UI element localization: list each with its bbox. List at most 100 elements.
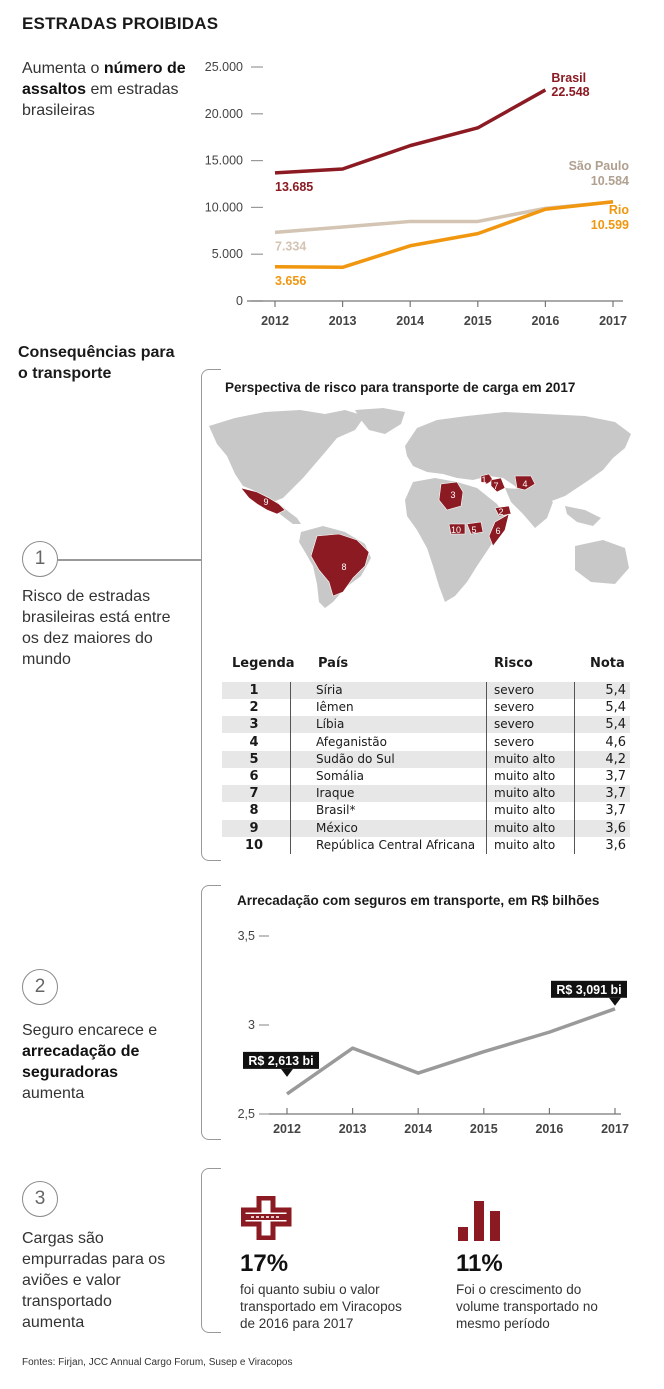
x-tick-label: 2016 xyxy=(531,314,559,328)
table-row: 9 México muito alto 3,6 xyxy=(222,819,630,837)
y-tick-label: 25.000 xyxy=(205,60,243,74)
callout-start: R$ 2,613 bi xyxy=(243,1051,319,1077)
col-header-country: País xyxy=(318,656,349,671)
point-number-1: 1 xyxy=(22,541,58,577)
risk-libya xyxy=(438,481,464,511)
series-name-label: Rio xyxy=(609,203,630,217)
table-row: 7 Iraque muito alto 3,7 xyxy=(222,785,630,803)
x-tick-label: 2016 xyxy=(535,1122,563,1136)
risk-level: muito alto xyxy=(494,786,556,801)
country-name: República Central Africana xyxy=(316,837,476,852)
table-row: 8 Brasil* muito alto 3,7 xyxy=(222,802,630,819)
series-start-label: 3.656 xyxy=(275,274,306,288)
risk-car xyxy=(448,523,466,535)
risk-level: muito alto xyxy=(494,803,556,818)
y-tick-label: 3,5 xyxy=(238,929,255,943)
series-line xyxy=(274,88,547,175)
col-header-risk: Risco xyxy=(494,656,533,671)
map-marker-10: 10 xyxy=(451,525,461,535)
callout-end: R$ 3,091 bi xyxy=(551,980,627,1006)
risk-score: 5,4 xyxy=(605,700,626,716)
country-name: Sudão do Sul xyxy=(316,751,395,766)
greenland xyxy=(355,408,405,434)
risk-level: muito alto xyxy=(494,769,556,783)
country-name: Iêmen xyxy=(316,700,354,715)
airplane-icon xyxy=(241,1196,292,1240)
series-name-label: São Paulo xyxy=(569,159,630,173)
map-marker-3: 3 xyxy=(450,490,455,500)
legend-number: 5 xyxy=(249,751,259,767)
risk-score: 5,4 xyxy=(605,717,626,733)
legend-number: 2 xyxy=(249,700,259,716)
risk-syria xyxy=(480,473,494,485)
risk-score: 3,6 xyxy=(605,837,626,853)
country-name: Síria xyxy=(316,683,343,697)
x-tick-label: 2013 xyxy=(329,314,357,328)
callout-end-label: R$ 3,091 bi xyxy=(556,983,621,997)
map-risk-numbers: 9 8 3 1 7 4 2 10 5 6 xyxy=(263,475,527,572)
country-name: Somália xyxy=(316,769,365,783)
insurance-chart-title: Arrecadação com seguros em transporte, e… xyxy=(237,893,600,908)
col-header-legend: Legenda xyxy=(232,656,295,671)
x-tick-label: 2012 xyxy=(273,1122,301,1136)
legend-number: 4 xyxy=(249,734,259,750)
country-name: Iraque xyxy=(316,786,355,801)
north-america xyxy=(209,410,365,502)
map-title: Perspectiva de risco para transporte de … xyxy=(225,380,576,395)
country-name: Líbia xyxy=(316,717,345,732)
panel-bracket xyxy=(201,369,221,861)
risk-south-sudan xyxy=(466,521,484,535)
y-tick-label: 5.000 xyxy=(212,247,243,261)
africa xyxy=(405,478,505,602)
page-title: ESTRADAS PROIBIDAS xyxy=(22,14,219,33)
assaults-line-chart: 25.000 20.000 15.000 10.000 5.000 0 2012 2013 20… xyxy=(205,60,630,328)
panel-bracket xyxy=(201,1168,221,1333)
section-heading: Consequências para o transporte xyxy=(18,344,175,382)
legend-number: 8 xyxy=(249,803,259,819)
series-end-label: 10.599 xyxy=(591,218,629,232)
connector-line xyxy=(58,559,201,561)
risk-level: muito alto xyxy=(494,837,556,852)
risk-score: 4,6 xyxy=(605,734,626,750)
risk-somalia xyxy=(488,513,510,547)
eurasia xyxy=(405,412,631,504)
x-tick-label: 2017 xyxy=(599,314,627,328)
risk-iraq xyxy=(490,477,506,493)
callout-start-label: R$ 2,613 bi xyxy=(248,1054,313,1068)
stat-value-1: 17% xyxy=(240,1250,289,1277)
se-asia xyxy=(565,506,601,526)
x-tick-label: 2013 xyxy=(339,1122,367,1136)
risk-score: 4,2 xyxy=(605,751,626,767)
panel-bracket xyxy=(201,885,221,1140)
y-tick-label: 20.000 xyxy=(205,107,243,121)
y-tick-label: 0 xyxy=(236,294,243,308)
x-tick-label: 2012 xyxy=(261,314,289,328)
legend-number: 9 xyxy=(249,820,259,836)
map-marker-5: 5 xyxy=(471,525,476,535)
sources-note: Fontes: Firjan, JCC Annual Cargo Forum, … xyxy=(22,1357,293,1368)
x-tick-label: 2017 xyxy=(601,1122,629,1136)
series-line xyxy=(285,1007,616,1096)
country-name: Afeganistão xyxy=(316,734,387,749)
legend-number: 1 xyxy=(249,683,259,698)
risk-level: severo xyxy=(494,734,535,749)
risk-score: 3,7 xyxy=(605,803,626,819)
risk-yemen xyxy=(494,505,512,517)
series-end-label: 22.548 xyxy=(551,85,589,99)
stat-desc-2: Foi o crescimento do volume transportado… xyxy=(456,1282,598,1331)
y-tick-label: 10.000 xyxy=(205,200,243,214)
risk-mexico xyxy=(240,487,286,515)
legend-number: 10 xyxy=(244,837,264,853)
table-row: 10 República Central Africana muito alto 3,… xyxy=(222,837,630,854)
risk-score: 3,6 xyxy=(605,820,626,836)
map-marker-6: 6 xyxy=(495,526,500,536)
y-tick-label: 2,5 xyxy=(238,1107,255,1121)
table-row: 4 Afeganistão severo 4,6 xyxy=(222,734,630,751)
point-number-3: 3 xyxy=(22,1181,58,1217)
point-text-1: Risco de estradas brasileiras está entre… xyxy=(22,588,171,668)
risk-score: 3,7 xyxy=(605,786,626,802)
risk-score: 3,7 xyxy=(605,769,626,784)
map-marker-2: 2 xyxy=(498,507,503,517)
legend-number: 3 xyxy=(249,717,259,733)
table-row: 3 Líbia severo 5,4 xyxy=(222,716,630,734)
